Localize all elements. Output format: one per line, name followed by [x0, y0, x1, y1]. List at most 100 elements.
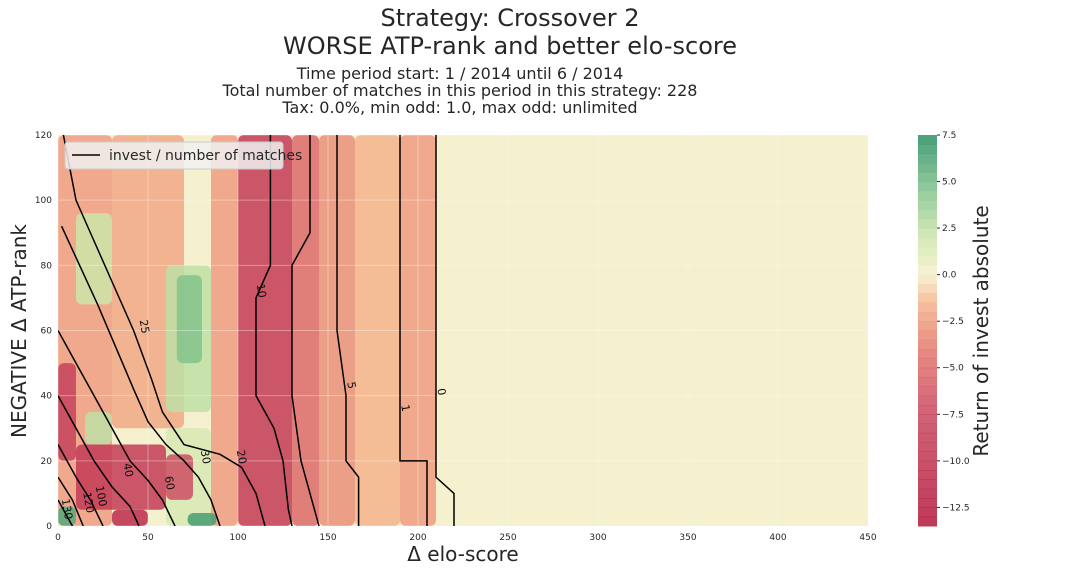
colorbar-segment — [918, 274, 937, 285]
y-tick-label: 40 — [41, 392, 53, 402]
colorbar-segment — [918, 451, 937, 462]
contour-line — [291, 135, 320, 526]
x-tick-label: 0 — [55, 533, 61, 543]
contour-label: 1 — [398, 404, 412, 413]
x-tick-label: 350 — [679, 533, 696, 543]
colorbar-segment — [918, 135, 937, 145]
y-axis-ticks: 0 20 40 60 80 100 120 — [35, 131, 52, 532]
colorbar-segment — [918, 237, 937, 248]
colorbar-segment — [918, 283, 937, 294]
contour-label: 25 — [137, 319, 152, 335]
chart-title-line2: WORSE ATP-rank and better elo-score — [282, 32, 738, 60]
colorbar-segment — [918, 311, 937, 322]
heatmap-region — [187, 512, 217, 526]
y-tick-label: 80 — [41, 261, 53, 271]
colorbar-segment — [918, 386, 937, 397]
contour-line — [435, 135, 455, 526]
heatmap-region — [76, 444, 166, 510]
contour-label: 100 — [93, 485, 109, 508]
contour-line — [58, 395, 140, 526]
colorbar-segment — [918, 404, 937, 415]
heatmap-region — [76, 213, 112, 305]
x-tick-label: 50 — [142, 533, 154, 543]
colorbar-segment — [918, 470, 937, 480]
contour-label: 5 — [344, 381, 358, 390]
colorbar-segment — [918, 162, 937, 173]
subtitle-tax: Tax: 0.0%, min odd: 1.0, max odd: unlimi… — [282, 98, 638, 117]
y-tick-label: 120 — [35, 131, 52, 141]
colorbar-segment — [918, 423, 937, 434]
colorbar-segment — [918, 377, 937, 387]
colorbar-segment — [918, 442, 937, 453]
contour-line — [58, 330, 176, 526]
colorbar-tick-label: −2.5 — [942, 317, 964, 327]
colorbar-segment — [918, 228, 937, 238]
x-axis-ticks: 0 50 100 150 200 250 300 350 400 450 — [55, 533, 877, 543]
y-tick-label: 20 — [41, 457, 53, 467]
colorbar-segment — [918, 246, 937, 257]
colorbar-segment — [918, 190, 937, 201]
x-tick-label: 400 — [769, 533, 786, 543]
heatmap-region — [292, 135, 319, 526]
contour-label: 120 — [80, 491, 96, 514]
contour-label: 10 — [254, 283, 269, 299]
x-tick-label: 150 — [319, 533, 336, 543]
colorbar-tick-label: −5.0 — [942, 364, 964, 374]
colorbar-segment — [918, 302, 937, 313]
contour-line — [58, 444, 104, 526]
colorbar-segment — [918, 432, 937, 443]
colorbar: 7.5 5.0 2.5 0.0 −2.5 −5.0 −7.5 −10.0 −12.5 — [918, 131, 970, 527]
legend: invest / number of matches — [64, 141, 302, 170]
contour-line — [58, 476, 84, 526]
colorbar-tick-label: 2.5 — [942, 224, 956, 234]
colorbar-label: Return of invest absolute — [969, 205, 993, 456]
contour-label: 130 — [59, 498, 75, 521]
colorbar-segment — [918, 358, 937, 369]
colorbar-tick-label: −10.0 — [942, 457, 970, 467]
legend-entry: invest / number of matches — [109, 148, 302, 164]
subtitle-period: Time period start: 1 / 2014 until 6 / 20… — [296, 64, 624, 83]
colorbar-tick-label: −7.5 — [942, 410, 964, 420]
x-tick-label: 200 — [409, 533, 426, 543]
contour-label: 20 — [234, 449, 249, 465]
legend-box — [64, 141, 284, 170]
y-tick-label: 0 — [46, 522, 52, 532]
heatmap-region — [211, 135, 238, 526]
contour-label: 0 — [434, 387, 448, 396]
colorbar-tick-label: −12.5 — [942, 503, 970, 513]
colorbar-tick-label: 0.0 — [942, 271, 957, 281]
colorbar-segment — [918, 367, 937, 378]
colorbar-segment — [918, 488, 937, 499]
colorbar-segment — [918, 339, 937, 350]
contour-line — [60, 225, 221, 526]
colorbar-segment — [918, 209, 937, 220]
colorbar-segment — [918, 200, 937, 210]
x-tick-label: 300 — [589, 533, 606, 543]
heatmap-region — [166, 454, 193, 500]
x-tick-label: 450 — [859, 533, 876, 543]
contour-lines — [58, 135, 455, 526]
heatmap-region — [112, 509, 148, 526]
colorbar-tick-label: 7.5 — [942, 131, 956, 141]
colorbar-segment — [918, 218, 937, 229]
contour-label: 60 — [162, 475, 177, 491]
colorbar-segment — [918, 349, 937, 359]
colorbar-segment — [918, 460, 937, 471]
colorbar-segment — [918, 321, 937, 331]
y-tick-label: 60 — [41, 327, 53, 337]
contour-line — [58, 499, 74, 526]
colorbar-segment — [918, 153, 937, 164]
x-tick-label: 250 — [499, 533, 516, 543]
colorbar-tick-label: 5.0 — [942, 178, 957, 188]
heatmap-region — [176, 275, 202, 364]
heatmap-region — [85, 411, 112, 445]
heatmap-region — [400, 135, 436, 526]
contour-label: 30 — [198, 449, 213, 465]
heatmap-region — [436, 135, 868, 526]
y-axis-label: NEGATIVE Δ ATP-rank — [7, 224, 31, 438]
heatmap-region — [355, 135, 400, 526]
contour-line — [336, 135, 360, 526]
contour-label: 40 — [120, 462, 135, 478]
chart-title-line1: Strategy: Crossover 2 — [380, 4, 640, 32]
